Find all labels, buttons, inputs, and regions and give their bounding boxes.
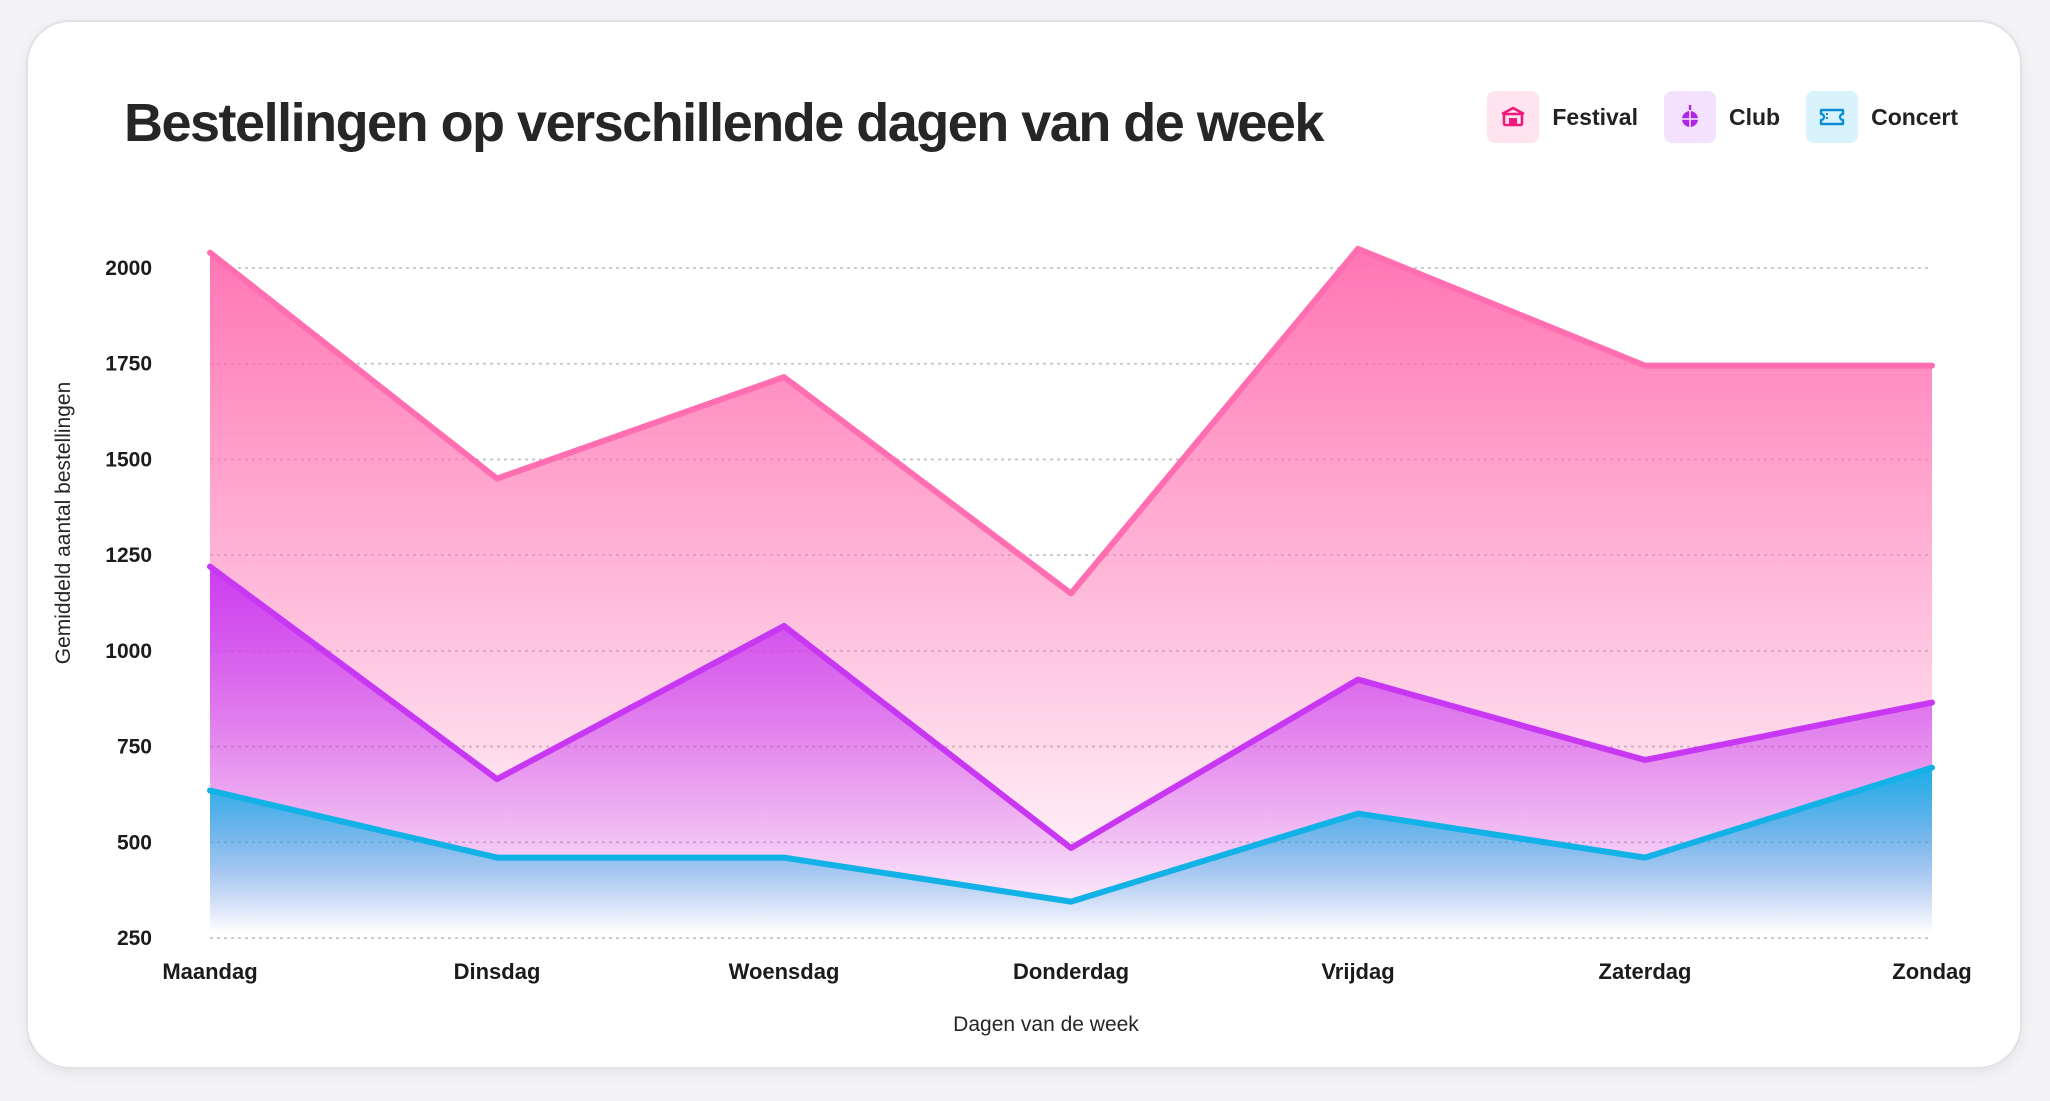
y-tick-label: 750 xyxy=(117,736,152,759)
legend: Festival Club Concert xyxy=(1461,91,1958,143)
line-festival[interactable] xyxy=(207,245,1935,597)
area-concert xyxy=(210,767,1932,933)
legend-label-concert: Concert xyxy=(1871,103,1958,130)
chart-title: Bestellingen op verschillende dagen van … xyxy=(124,93,1324,153)
x-tick-label: Zaterdag xyxy=(1599,959,1692,984)
y-tick-label: 2000 xyxy=(105,257,152,280)
x-tick-label: Zondag xyxy=(1892,959,1971,984)
y-axis-ticks: 250 500 750 1000 1250 1500 1750 2000 xyxy=(105,257,152,950)
y-axis-label: Gemiddeld aantal bestellingen xyxy=(52,382,75,665)
legend-label-club: Club xyxy=(1728,103,1781,130)
legend-item-concert[interactable]: Concert xyxy=(1806,91,1958,143)
x-tick-label: Maandag xyxy=(162,959,257,984)
x-tick-label: Donderdag xyxy=(1013,959,1129,984)
y-tick-label: 250 xyxy=(117,927,152,950)
x-tick-label: Dinsdag xyxy=(454,959,541,984)
y-tick-label: 1750 xyxy=(105,353,152,376)
x-tick-label: Woensdag xyxy=(729,959,840,984)
y-tick-label: 500 xyxy=(117,831,152,854)
line-club[interactable] xyxy=(207,563,1935,852)
y-tick-label: 1500 xyxy=(105,448,152,471)
series-areas xyxy=(210,248,1932,933)
x-tick-label: Vrijdag xyxy=(1321,959,1394,984)
venue-icon xyxy=(1487,91,1540,143)
legend-item-festival[interactable]: Festival xyxy=(1487,91,1638,143)
line-concert[interactable] xyxy=(207,764,1935,905)
disco-ball-icon xyxy=(1663,91,1716,143)
ticket-icon xyxy=(1806,91,1859,143)
series-lines xyxy=(207,245,1935,905)
y-tick-label: 1000 xyxy=(105,640,152,663)
legend-label-festival: Festival xyxy=(1552,103,1638,130)
y-tick-label: 1250 xyxy=(105,544,152,567)
x-axis-label: Dagen van de week xyxy=(953,1013,1139,1036)
x-axis-ticks: Maandag Dinsdag Woensdag Donderdag Vrijdag Za… xyxy=(162,959,1971,984)
legend-item-club[interactable]: Club xyxy=(1663,91,1781,143)
